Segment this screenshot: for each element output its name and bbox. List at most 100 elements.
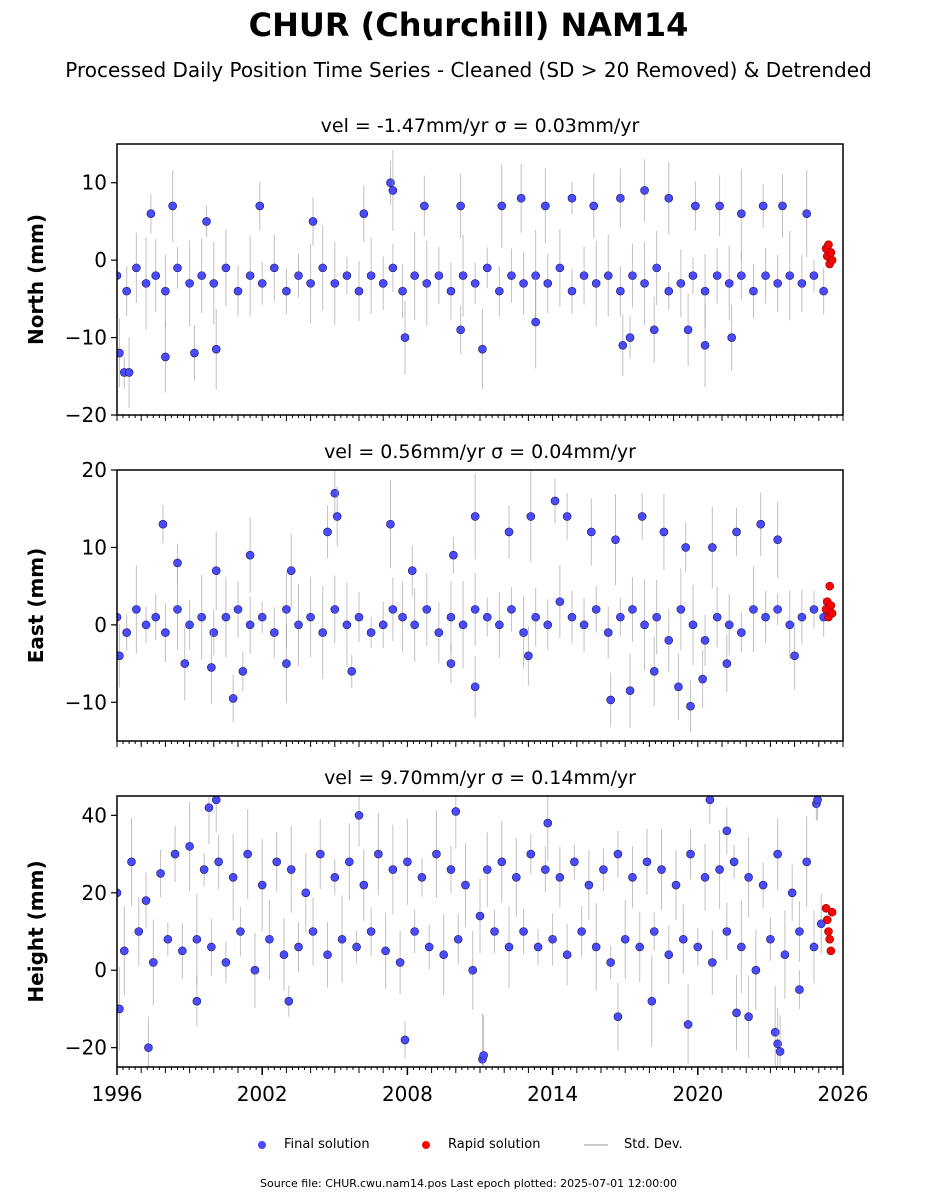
final-point [470,279,480,288]
x-tick-label: 2014 [527,1082,578,1106]
final-point [117,651,124,661]
source-footer: Source file: CHUR.cwu.nam14.pos Last epo… [260,1177,677,1190]
y-tick-label: −10 [65,326,107,350]
final-point [446,286,456,296]
final-point [686,849,695,859]
final-point [715,201,724,211]
final-point [795,985,804,994]
y-tick-label: 0 [94,613,107,637]
y-tick-label: −10 [65,690,107,714]
final-point [618,341,628,350]
final-point [642,857,652,867]
final-point [606,695,615,705]
final-point [420,201,429,211]
final-point [700,286,710,296]
final-point [603,628,613,637]
final-point [417,872,427,882]
final-point [579,271,589,280]
final-point [132,605,141,614]
final-point [388,865,398,874]
final-point [236,927,245,936]
figure-title: CHUR (Churchill) NAM14 [248,6,689,44]
final-point [688,620,698,630]
final-point [722,659,732,668]
final-point [495,286,504,296]
final-point [366,628,376,637]
final-point [603,271,613,280]
final-point [729,857,739,867]
rapid-point [826,601,836,610]
final-point [456,325,465,335]
x-tick-label: 2020 [672,1082,723,1106]
final-point [775,1047,785,1056]
final-point [647,996,657,1006]
final-point [550,496,560,506]
final-point [482,865,492,874]
final-point [737,942,746,952]
final-point [708,543,717,552]
final-point [785,271,795,280]
final-point [141,620,151,630]
final-point [124,368,134,377]
final-point [543,279,553,288]
final-point [579,620,589,630]
final-point [197,612,206,622]
final-point [722,826,732,836]
final-point [245,550,255,560]
final-point [308,927,318,936]
rapid-point [824,240,833,249]
final-point [458,620,468,630]
final-point [482,263,492,273]
final-point [354,286,364,296]
y-tick-label: 10 [82,535,107,559]
final-point [354,811,364,820]
final-point [516,193,526,203]
final-point [199,865,209,874]
final-point [676,279,686,288]
x-tick-label: 1996 [92,1082,143,1106]
final-point [122,628,131,637]
final-point [637,512,647,521]
final-point [250,965,260,975]
rapid-point [827,907,837,917]
final-point [693,942,703,952]
height-y-label: Height (mm) [24,860,48,1002]
final-point [294,271,303,280]
final-point [117,1004,124,1014]
final-point [282,659,291,668]
final-point [228,694,238,703]
final-point [664,193,674,203]
final-point [282,286,291,296]
final-point [173,605,182,614]
final-point [584,880,594,890]
final-point [628,605,637,614]
final-point [671,880,681,890]
final-point [330,605,340,614]
final-point [790,651,799,661]
final-point [749,286,758,296]
final-point [761,271,770,280]
final-point [526,512,536,521]
final-point [758,880,768,890]
final-point [366,271,376,280]
final-point [519,927,528,936]
final-point [625,686,635,695]
final-point [352,942,361,952]
final-point [204,803,214,812]
final-point [744,872,753,882]
final-point [192,996,202,1006]
final-point [700,341,710,350]
final-point [567,612,577,622]
final-point [245,271,255,280]
final-point [117,612,122,622]
final-point [778,201,787,211]
x-tick-label: 2008 [382,1082,433,1106]
final-point [749,605,758,614]
final-point [548,934,557,944]
rapid-point [826,946,836,956]
final-point [434,271,444,280]
legend-item-rapid: Rapid solution [422,1137,540,1152]
final-point [279,950,289,960]
final-point [381,946,390,956]
final-point [802,209,812,218]
